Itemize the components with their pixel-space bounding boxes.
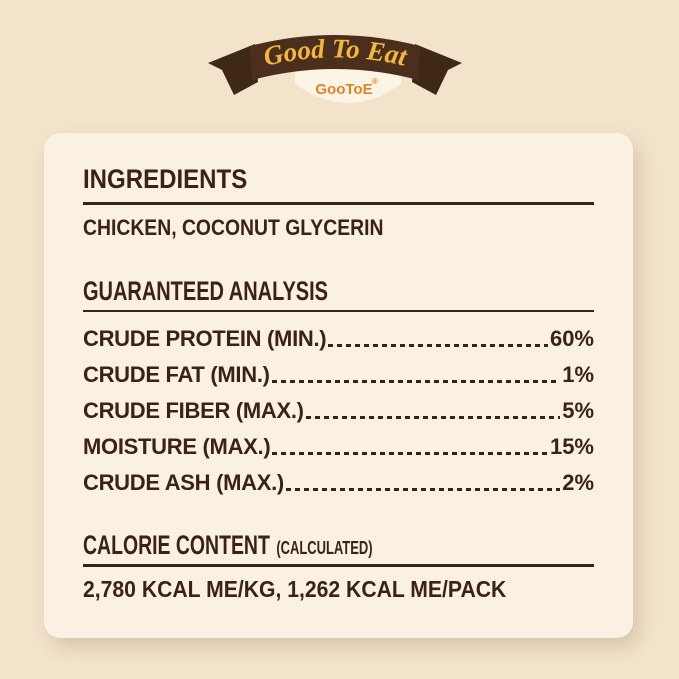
analysis-row: CRUDE FAT (MIN.) 1%	[83, 357, 594, 393]
registered-trademark-icon: ®	[372, 77, 378, 86]
dotted-leader	[305, 416, 561, 419]
guaranteed-analysis-rows: CRUDE PROTEIN (MIN.) 60% CRUDE FAT (MIN.…	[83, 321, 594, 501]
ribbon-graphic: Good To Eat GooToE ®	[208, 33, 462, 103]
analysis-row-label: CRUDE FIBER (MAX.)	[83, 398, 304, 423]
ribbon-left-tail-icon	[208, 44, 258, 95]
dotted-leader	[271, 380, 561, 383]
analysis-row-value: 2%	[562, 470, 594, 495]
ingredients-title: INGREDIENTS	[83, 164, 248, 194]
analysis-row-label: CRUDE PROTEIN (MIN.)	[83, 326, 327, 351]
analysis-row-value: 5%	[562, 398, 594, 423]
analysis-row: CRUDE ASH (MAX.) 2%	[83, 465, 594, 501]
calorie-content-value: 2,780 KCAL ME/KG, 1,262 KCAL ME/PACK	[83, 575, 507, 602]
ingredients-divider	[83, 202, 594, 205]
ingredients-value: CHICKEN, COCONUT GLYCERIN	[83, 214, 384, 240]
analysis-row-value: 15%	[549, 434, 594, 459]
analysis-row-label: CRUDE ASH (MAX.)	[83, 470, 284, 495]
ribbon-center-tab-icon	[295, 64, 401, 103]
dotted-leader	[272, 452, 548, 455]
analysis-row-label: CRUDE FAT (MIN.)	[83, 362, 270, 387]
dotted-leader	[328, 344, 548, 347]
analysis-row: CRUDE PROTEIN (MIN.) 60%	[83, 321, 594, 357]
calorie-content-divider	[83, 564, 594, 567]
ingredients-section: INGREDIENTS CHICKEN, COCONUT GLYCERIN	[83, 166, 594, 240]
guaranteed-analysis-divider	[83, 309, 594, 312]
analysis-row: MOISTURE (MAX.) 15%	[83, 429, 594, 465]
guaranteed-analysis-title: GUARANTEED ANALYSIS	[83, 275, 328, 306]
calorie-content-section: CALORIE CONTENT (CALCULATED) 2,780 KCAL M…	[83, 532, 594, 602]
dotted-leader	[285, 488, 561, 491]
calorie-content-subtitle: (CALCULATED)	[276, 538, 373, 558]
guaranteed-analysis-section: GUARANTEED ANALYSIS CRUDE PROTEIN (MIN.)…	[83, 275, 594, 502]
info-card: INGREDIENTS CHICKEN, COCONUT GLYCERIN GU…	[44, 133, 633, 638]
analysis-row-value: 1%	[562, 362, 594, 387]
analysis-row-label: MOISTURE (MAX.)	[83, 434, 271, 459]
ribbon-right-tail-icon	[412, 44, 462, 95]
analysis-row: CRUDE FIBER (MAX.) 5%	[83, 393, 594, 429]
ribbon-band-icon	[250, 35, 420, 80]
analysis-row-value: 60%	[549, 326, 594, 351]
calorie-content-title: CALORIE CONTENT	[83, 530, 270, 560]
brand-logotype: GooToE	[315, 81, 372, 98]
brand-banner: Good To Eat GooToE ®	[203, 24, 473, 116]
